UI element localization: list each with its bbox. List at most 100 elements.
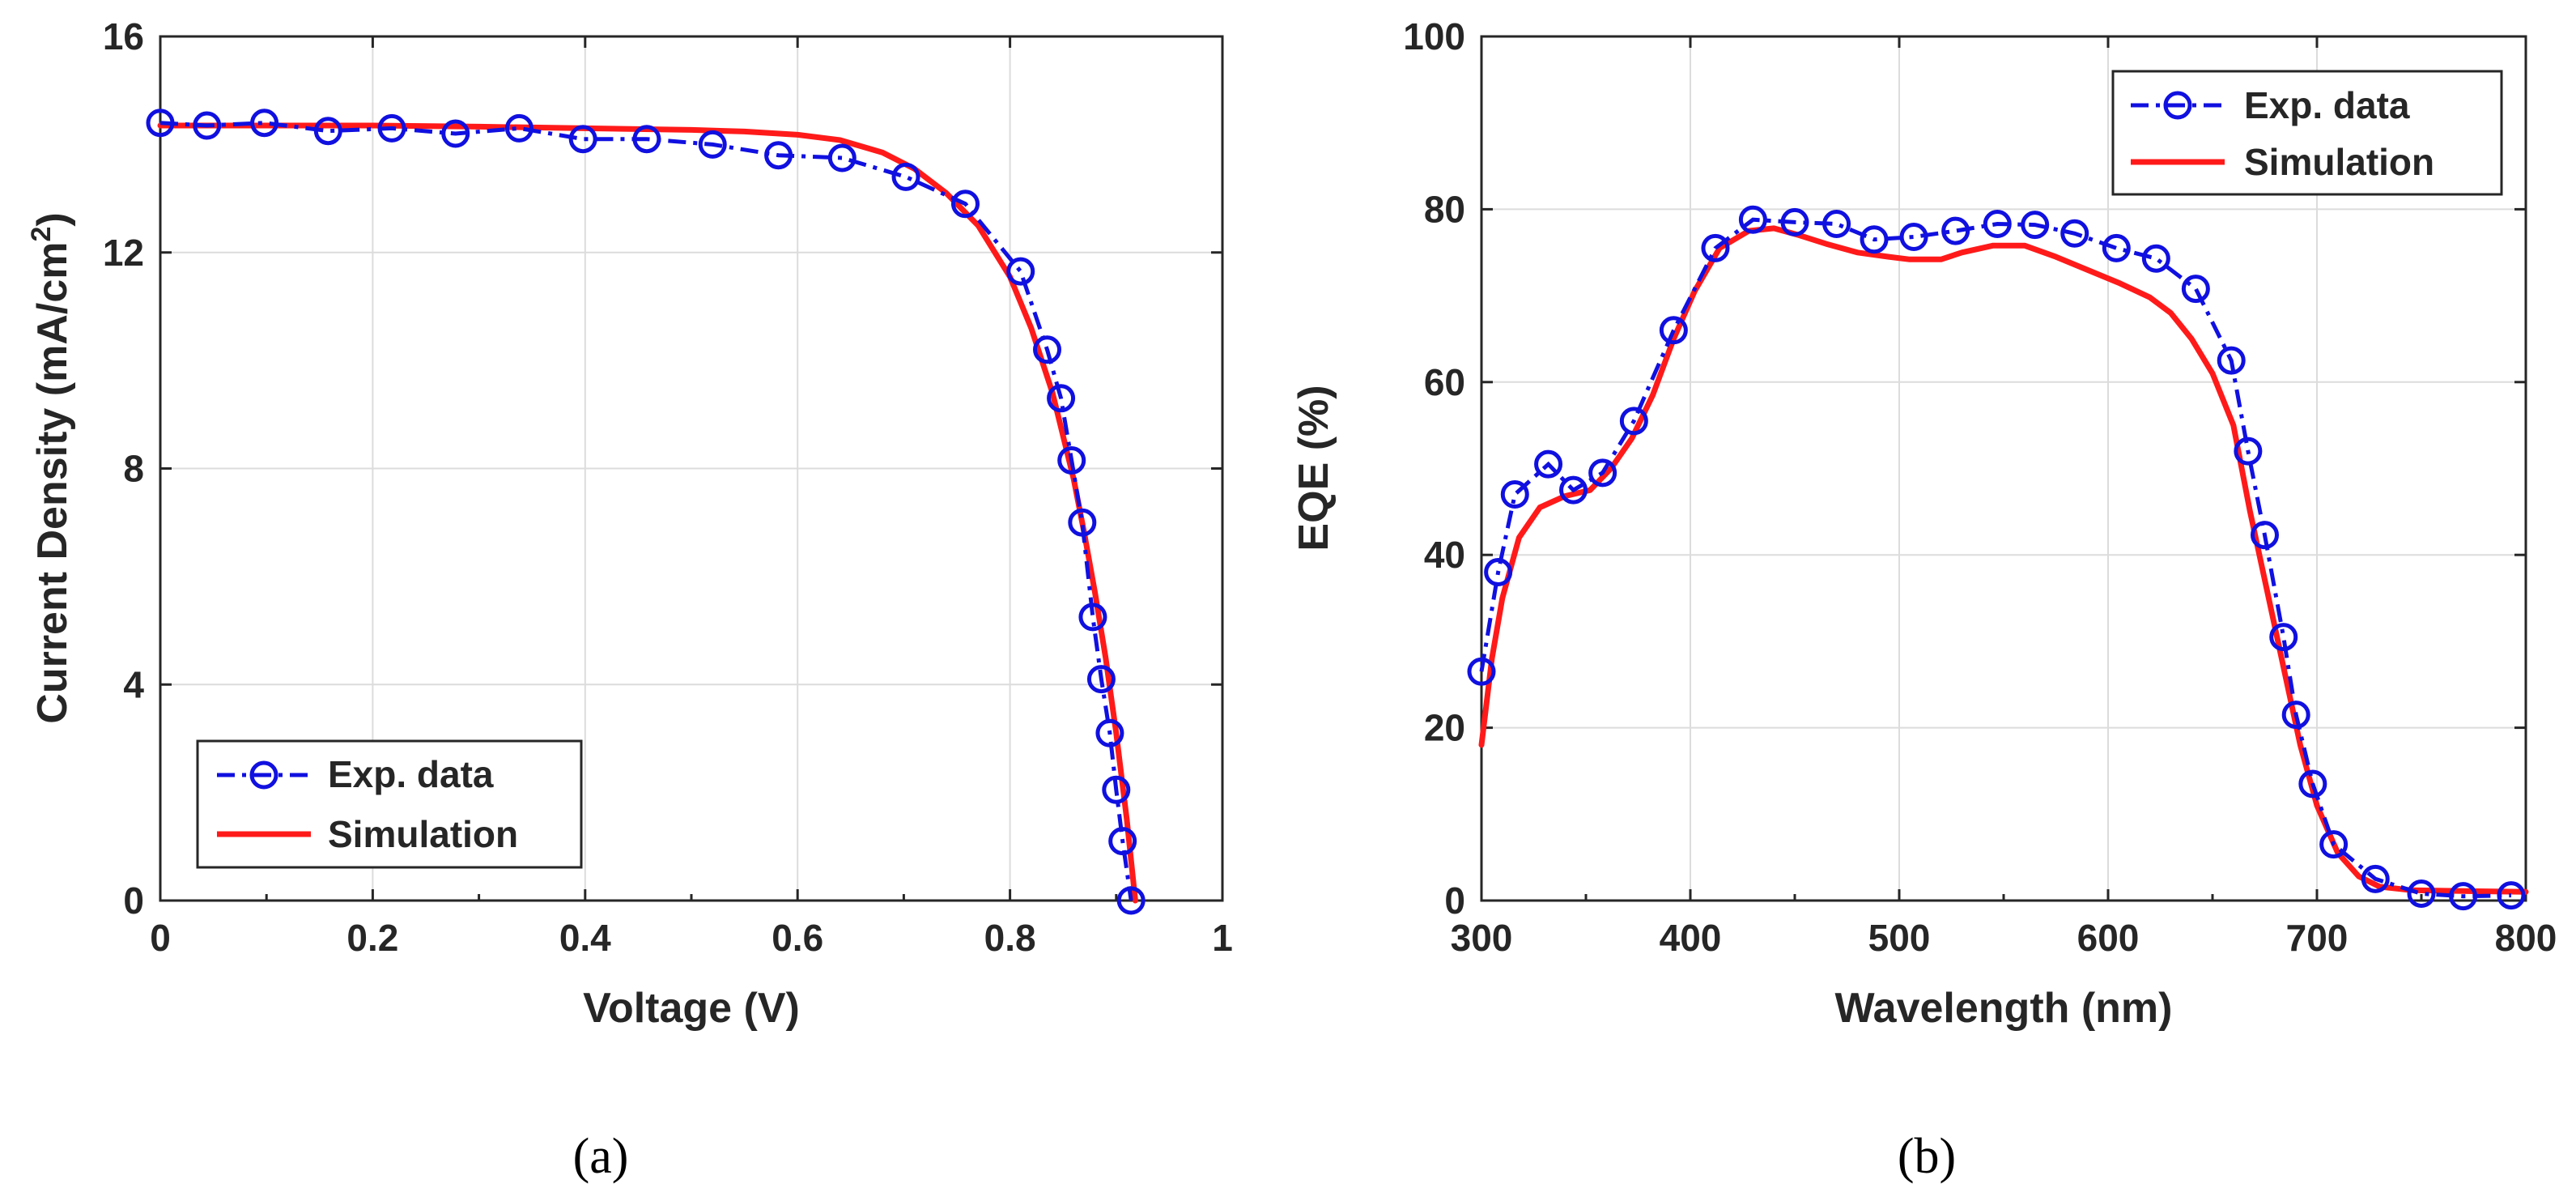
panel-a-legend-sim-label: Simulation <box>328 813 518 855</box>
panel-a-exp-data-point <box>377 113 406 143</box>
panel-b-ytick-label: 80 <box>1424 188 1465 230</box>
panel-b-legend: Exp. data Simulation <box>2111 70 2503 196</box>
panel-a-xtick-label: 0.4 <box>559 917 611 959</box>
panel-a-exp-data-point <box>441 119 470 148</box>
panel-b-label: (b) <box>1898 1129 1956 1184</box>
panel-a-exp-data-point <box>950 190 980 219</box>
panel-b-xtick-label: 400 <box>1660 917 1722 959</box>
panel-a-xtick-label: 0.2 <box>346 917 398 959</box>
panel-b-xtick-label: 800 <box>2495 917 2557 959</box>
panel-a-exp-data-point <box>1047 384 1076 413</box>
panel-a-exp-data-point <box>1006 257 1035 286</box>
panel-b-series-simulation <box>1478 225 2529 895</box>
panel-b-ytick-label: 20 <box>1424 707 1465 749</box>
panel-a-exp-data-point <box>1086 665 1116 694</box>
panel-a-ytick-label: 12 <box>103 232 144 274</box>
panel-b-ytick-label: 0 <box>1444 879 1465 922</box>
panel-b-xtick-label: 300 <box>1451 917 1513 959</box>
panel-a-series-exp-data-line <box>159 121 1133 901</box>
panel-a-exp-data-point <box>1068 508 1097 537</box>
panel-a-series-simulation <box>157 122 1138 904</box>
panel-a-ylabel-main: Current Density (mA/cm <box>29 242 76 724</box>
panel-b-exp-data-point <box>2361 864 2390 893</box>
panel-a-ytick-label: 16 <box>103 15 144 57</box>
panel-b-exp-data-point <box>2021 211 2050 240</box>
panel-a-grid <box>160 36 1222 901</box>
panel-a-exp-data-point <box>1116 886 1146 915</box>
panel-b-exp-data-point <box>2141 244 2170 273</box>
panel-b-exp-data-point <box>1899 223 1928 252</box>
panel-a-ytick-label: 0 <box>123 879 144 922</box>
panel-b-legend-sim-label: Simulation <box>2244 141 2434 183</box>
panel-b-exp-data-point <box>2449 882 2478 911</box>
panel-a-legend: Exp. data Simulation <box>196 739 583 869</box>
panel-b-exp-data-point <box>2319 830 2349 859</box>
panel-a-legend-exp-marker <box>249 760 278 790</box>
panel-a-label: (a) <box>573 1129 629 1184</box>
panel-b-exp-data-point <box>1534 449 1563 479</box>
panel-b-ylabel: EQE (%) <box>1290 385 1337 551</box>
panel-a-legend-exp-label: Exp. data <box>328 753 494 795</box>
panel-b-exp-data-point <box>1983 210 2012 239</box>
panel-b-exp-data-point <box>1619 407 1648 436</box>
panel-a-exp-data-point <box>1078 603 1107 632</box>
panel-a-ylabel-sup: 2 <box>26 227 57 242</box>
panel-a-xtick-label: 0.6 <box>772 917 823 959</box>
panel-b-exp-data-point <box>1738 205 1767 234</box>
panel-a-exp-data-point <box>313 117 342 146</box>
panel-a: 0 0.2 0.4 0.6 0.8 1 0 4 8 12 16 Exp. data Simulati… <box>26 15 1233 1184</box>
panel-b-series <box>1467 205 2529 911</box>
panel-a-ticks: 0 0.2 0.4 0.6 0.8 1 0 4 8 12 16 <box>103 15 1233 959</box>
panel-a-xtick-label: 0 <box>150 917 171 959</box>
panel-b-exp-data-point <box>1822 210 1851 239</box>
panel-a-exp-data-point <box>146 109 175 138</box>
panel-b-exp-data-point <box>2497 881 2526 910</box>
panel-b: 300 400 500 600 700 800 0 20 40 60 80 100 Exp. data… <box>1290 15 2557 1184</box>
panel-b-exp-data-point <box>1860 225 1889 254</box>
panel-a-ytick-label: 8 <box>123 448 144 490</box>
panel-a-exp-data-point <box>250 109 279 138</box>
panel-a-series <box>146 109 1146 915</box>
panel-a-exp-data-point <box>698 130 727 159</box>
panel-b-exp-data-point <box>1500 480 1529 509</box>
panel-b-xtick-label: 500 <box>1868 917 1931 959</box>
panel-b-exp-data-point <box>1941 216 1970 245</box>
panel-b-exp-data-point <box>2060 219 2089 248</box>
panel-b-xlabel: Wavelength (nm) <box>1835 985 2173 1032</box>
panel-a-ylabel: Current Density (mA/cm2) <box>26 212 76 723</box>
panel-b-exp-data-point <box>2281 701 2310 730</box>
panel-a-exp-data-point <box>827 143 857 172</box>
panel-a-exp-data-point <box>193 111 222 140</box>
panel-b-xtick-label: 700 <box>2286 917 2349 959</box>
panel-b-xtick-label: 600 <box>2077 917 2140 959</box>
panel-a-exp-data-point <box>1033 335 1062 364</box>
panel-a-exp-data-point <box>764 141 793 170</box>
panel-a-exp-data-point <box>1057 445 1086 475</box>
panel-b-exp-data-point <box>1780 207 1809 236</box>
panel-b-ytick-label: 40 <box>1424 534 1465 576</box>
panel-a-exp-data-point <box>891 162 920 191</box>
panel-b-exp-data-point <box>2102 233 2131 262</box>
panel-b-legend-exp-marker <box>2163 91 2192 120</box>
panel-b-exp-data-point <box>2234 437 2263 466</box>
panel-b-ytick-label: 100 <box>1403 15 1465 57</box>
panel-b-exp-data-point <box>1588 458 1617 488</box>
panel-b-exp-data-point <box>2251 521 2279 550</box>
panel-b-exp-data-point <box>2298 769 2327 799</box>
panel-b-exp-data-point <box>2269 623 2298 652</box>
panel-a-xtick-label: 0.8 <box>984 917 1036 959</box>
panel-b-exp-data-point <box>1467 657 1496 686</box>
panel-b-exp-data-point <box>1701 233 1730 262</box>
panel-a-xtick-label: 1 <box>1212 917 1233 959</box>
panel-a-exp-data-point <box>632 125 661 154</box>
panel-a-ytick-label: 4 <box>123 663 144 705</box>
panel-a-exp-data-point <box>504 113 533 143</box>
panel-b-ytick-label: 60 <box>1424 361 1465 403</box>
panel-b-exp-data-point <box>1484 558 1513 587</box>
panel-b-exp-data-point <box>2407 879 2436 908</box>
panel-a-xlabel: Voltage (V) <box>583 985 800 1032</box>
panel-b-exp-data-point <box>1659 316 1688 345</box>
panel-b-exp-data-point <box>1559 475 1588 505</box>
panel-a-exp-data-point <box>1102 775 1131 804</box>
